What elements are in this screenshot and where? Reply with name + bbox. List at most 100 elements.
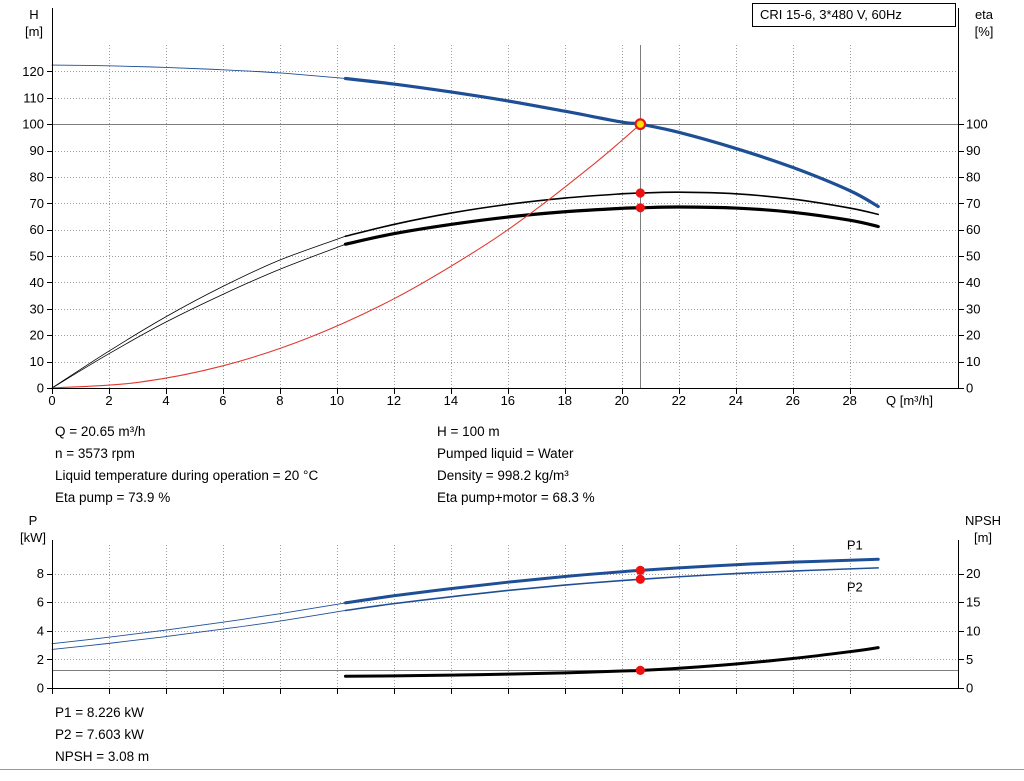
- right-axis-unit: [m]: [974, 530, 992, 545]
- x-tick-label: 18: [558, 393, 572, 408]
- right-tick-label: 10: [966, 623, 980, 638]
- window-border: [0, 769, 1024, 770]
- duty-eta-pump-motor-text: Eta pump+motor = 68.3 %: [437, 490, 595, 505]
- left-axis-unit: [m]: [25, 24, 43, 39]
- pump-title-box: CRI 15-6, 3*480 V, 60Hz: [752, 3, 956, 27]
- x-tick-label: 4: [162, 393, 169, 408]
- duty-info-column-1: Q = 20.65 m³/h n = 3573 rpm Liquid tempe…: [55, 421, 318, 509]
- series-label-p1: P1: [847, 537, 863, 552]
- right-axis-name: eta: [975, 7, 994, 22]
- p1-value-text: P1 = 8.226 kW: [55, 705, 144, 720]
- p1-curve: [343, 557, 880, 605]
- x-tick-label: 22: [672, 393, 686, 408]
- power-info-column: P1 = 8.226 kW P2 = 7.603 kW NPSH = 3.08 …: [55, 702, 149, 768]
- system-curve: [51, 123, 641, 389]
- left-tick-label: 10: [30, 354, 44, 369]
- duty-head-text: H = 100 m: [437, 424, 500, 439]
- x-tick-label: 14: [444, 393, 458, 408]
- right-tick-label: 40: [966, 275, 980, 290]
- right-tick-label: 5: [966, 652, 973, 667]
- right-tick-label: 80: [966, 169, 980, 184]
- head-curve: [343, 76, 880, 209]
- left-axis-unit: [kW]: [20, 530, 46, 545]
- x-tick-label: 6: [219, 393, 226, 408]
- grid-lines: [52, 45, 958, 388]
- eta-pump-motor-point: [635, 203, 645, 213]
- left-tick-label: 80: [30, 169, 44, 184]
- series-label-p2: P2: [847, 580, 863, 595]
- left-axis-name: H: [29, 7, 38, 22]
- duty-info-column-2: H = 100 m Pumped liquid = Water Density …: [437, 421, 595, 509]
- x-tick-label: 10: [330, 393, 344, 408]
- x-axis-name: Q [m³/h]: [886, 393, 933, 408]
- npsh-value-text: NPSH = 3.08 m: [55, 749, 150, 764]
- x-tick-label: 16: [501, 393, 515, 408]
- axis-lines: [47, 540, 964, 694]
- left-tick-label: 30: [30, 301, 44, 316]
- eta-pump-curve: [344, 191, 880, 238]
- right-tick-label: 70: [966, 196, 980, 211]
- p2-curve-extension: [51, 610, 346, 650]
- x-tick-label: 2: [105, 393, 112, 408]
- left-tick-label: 110: [23, 90, 44, 105]
- x-tick-label: 12: [387, 393, 401, 408]
- left-tick-label: 6: [37, 595, 44, 610]
- npsh-curve: [343, 646, 880, 678]
- right-axis-name: NPSH: [965, 513, 1001, 528]
- right-tick-label: 90: [966, 143, 980, 158]
- left-tick-label: 120: [22, 64, 44, 79]
- axis-label-group: 0 2 4 6 8 0 5 10 15 20 P [kW] NPSH [m]: [20, 513, 1001, 696]
- power-npsh-chart: 0 2 4 6 8 0 5 10 15 20 P [kW] NPSH [m] P1 P2: [20, 513, 1001, 696]
- duty-point: [634, 118, 647, 131]
- left-axis-name: P: [29, 513, 38, 528]
- grid-lines: [52, 545, 958, 688]
- left-tick-label: 70: [30, 196, 44, 211]
- duty-temperature-text: Liquid temperature during operation = 20…: [55, 468, 319, 483]
- right-axis-unit: [%]: [975, 24, 994, 39]
- qh-eta-chart: 0102030405060708090100110120010203040506…: [22, 7, 994, 408]
- right-tick-label: 0: [966, 381, 973, 396]
- left-tick-label: 100: [22, 117, 44, 132]
- eta-pump-curve-extension: [51, 235, 346, 389]
- x-tick-label: 0: [48, 393, 55, 408]
- right-tick-label: 20: [966, 566, 980, 581]
- p1-point: [635, 565, 645, 575]
- right-tick-label: 15: [966, 595, 980, 610]
- left-tick-label: 4: [37, 623, 44, 638]
- left-tick-label: 2: [37, 652, 44, 667]
- left-tick-label: 8: [37, 566, 44, 581]
- duty-flow-text: Q = 20.65 m³/h: [55, 424, 146, 439]
- right-tick-label: 100: [966, 117, 988, 132]
- duty-liquid-text: Pumped liquid = Water: [437, 446, 574, 461]
- eta-pump-motor-curve-extension: [51, 243, 346, 389]
- eta-pump-motor-curve: [343, 205, 880, 246]
- right-tick-label: 30: [966, 301, 980, 316]
- x-tick-label: 26: [786, 393, 800, 408]
- left-tick-label: 90: [30, 143, 44, 158]
- x-tick-label: 20: [615, 393, 629, 408]
- right-tick-label: 20: [966, 328, 980, 343]
- eta-pump-point: [635, 188, 645, 198]
- p1-curve-extension: [51, 602, 346, 645]
- right-tick-label: 50: [966, 249, 980, 264]
- left-tick-label: 0: [37, 381, 44, 396]
- right-tick-label: 60: [966, 222, 980, 237]
- x-tick-label: 28: [842, 393, 856, 408]
- duty-density-text: Density = 998.2 kg/m³: [437, 468, 569, 483]
- duty-speed-text: n = 3573 rpm: [55, 446, 135, 461]
- right-tick-label: 0: [966, 681, 973, 696]
- p2-value-text: P2 = 7.603 kW: [55, 727, 144, 742]
- left-tick-label: 0: [37, 681, 44, 696]
- npsh-point: [635, 665, 645, 675]
- x-tick-label: 8: [276, 393, 283, 408]
- p2-curve: [344, 567, 880, 612]
- axis-lines: [47, 8, 964, 394]
- left-tick-label: 50: [30, 249, 44, 264]
- x-tick-label: 24: [729, 393, 743, 408]
- p2-point: [635, 574, 645, 584]
- right-tick-label: 10: [966, 354, 980, 369]
- left-tick-label: 40: [30, 275, 44, 290]
- left-tick-label: 20: [30, 328, 44, 343]
- duty-eta-pump-text: Eta pump = 73.9 %: [55, 490, 171, 505]
